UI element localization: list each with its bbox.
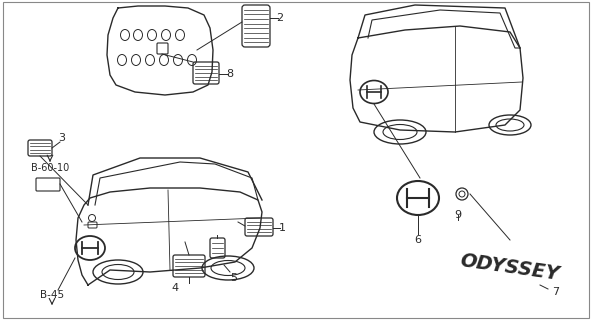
Text: 2: 2 bbox=[276, 13, 284, 23]
Text: 8: 8 bbox=[226, 69, 234, 79]
Text: 9: 9 bbox=[455, 210, 462, 220]
Text: 7: 7 bbox=[552, 287, 559, 297]
Text: B-45: B-45 bbox=[40, 290, 64, 300]
Text: 5: 5 bbox=[230, 273, 237, 283]
Text: 3: 3 bbox=[59, 133, 66, 143]
Text: 6: 6 bbox=[414, 235, 422, 245]
Text: ODYSSEY: ODYSSEY bbox=[459, 252, 561, 284]
Text: 1: 1 bbox=[278, 223, 285, 233]
Text: B-60-10: B-60-10 bbox=[31, 163, 69, 173]
Text: 4: 4 bbox=[172, 283, 179, 293]
